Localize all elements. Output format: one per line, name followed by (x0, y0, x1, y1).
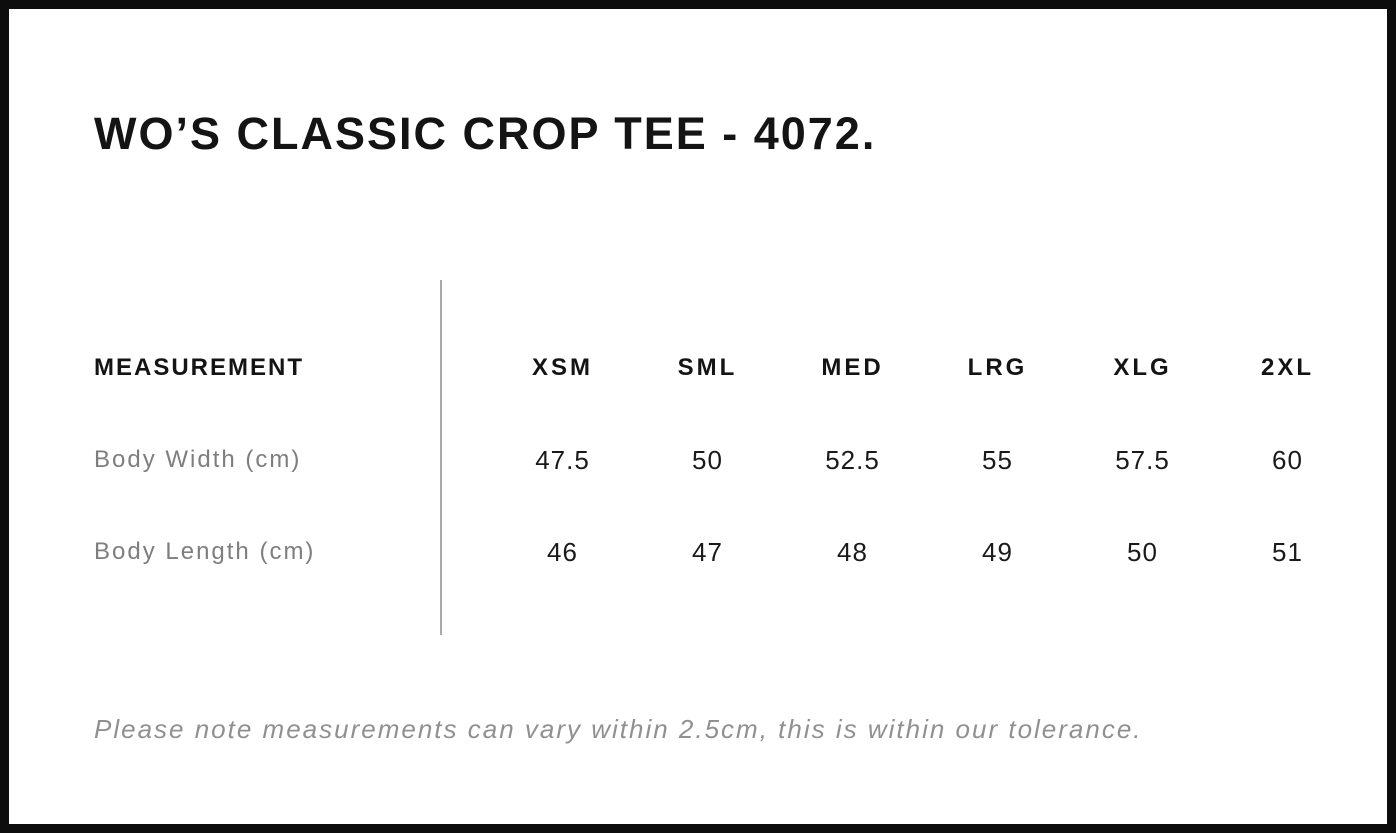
column-header-xlg: XLG (1113, 354, 1172, 381)
column-header-sml: SML (677, 354, 738, 381)
column-header-measurement: MEASUREMENT (94, 354, 305, 381)
body-width-2xl-value: 60 (1272, 444, 1303, 475)
body-width-lrg-value: 55 (982, 444, 1013, 475)
body-width-med-value: 52.5 (825, 444, 880, 475)
size-table: MEASUREMENT XSM SML MED LRG XLG 2XL Body… (94, 322, 1360, 598)
column-header-med: MED (821, 354, 884, 381)
row-label-body-width: Body Width (cm) (94, 446, 302, 473)
body-length-xlg-value: 50 (1127, 536, 1158, 567)
body-length-lrg-value: 49 (982, 536, 1013, 567)
body-width-xlg-value: 57.5 (1115, 444, 1170, 475)
body-length-sml-value: 47 (692, 536, 723, 567)
body-width-xsm-value: 47.5 (535, 444, 590, 475)
body-width-sml-value: 50 (692, 444, 723, 475)
row-label-body-length: Body Length (cm) (94, 538, 316, 565)
column-header-2xl: 2XL (1260, 354, 1314, 381)
table-divider-line (440, 280, 442, 635)
body-length-2xl-value: 51 (1272, 536, 1303, 567)
page-title: WO’S CLASSIC CROP TEE - 4072. (94, 108, 877, 159)
tolerance-note: Please note measurements can vary within… (94, 714, 1143, 744)
body-length-med-value: 48 (837, 536, 868, 567)
column-header-xsm: XSM (531, 354, 593, 381)
body-length-xsm-value: 46 (547, 536, 578, 567)
column-header-lrg: LRG (967, 354, 1028, 381)
